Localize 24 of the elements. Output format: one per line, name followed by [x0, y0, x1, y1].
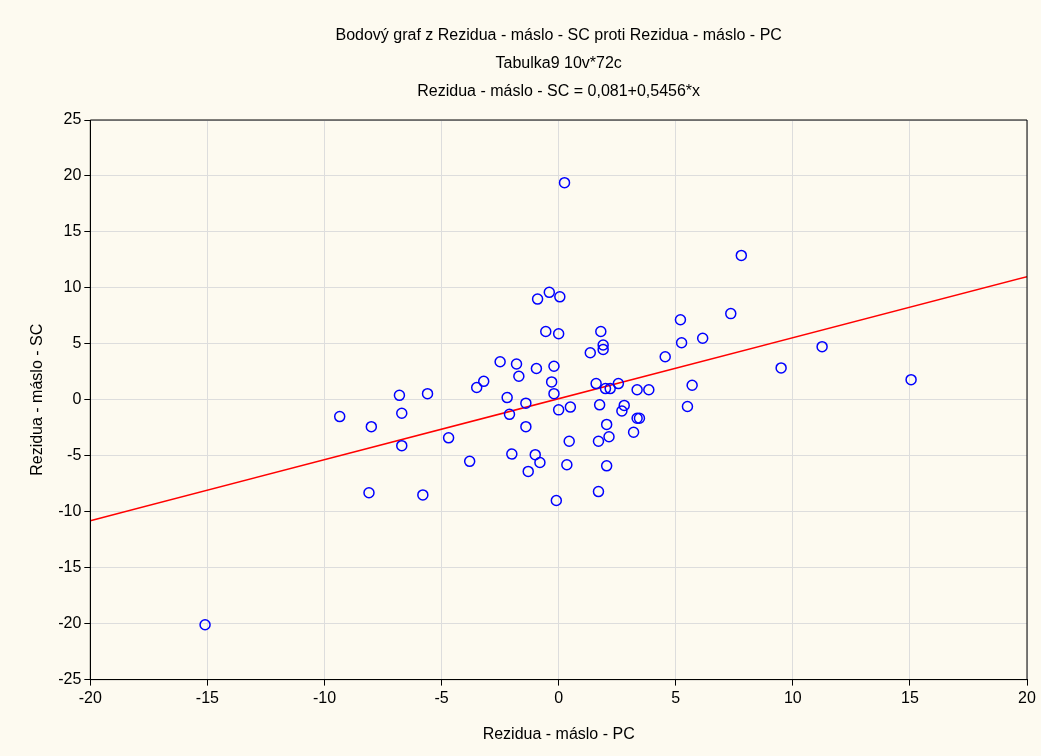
x-tick-label: -10	[312, 688, 337, 706]
y-axis-title: Rezidua - máslo - SC	[28, 323, 46, 476]
x-tick-label: 0	[554, 688, 564, 706]
chart-subtitle: Tabulka9 10v*72c	[495, 54, 622, 72]
x-tick-label: -5	[434, 688, 449, 706]
x-tick-label: 20	[1018, 688, 1036, 706]
x-axis-title: Rezidua - máslo - PC	[482, 724, 635, 742]
y-tick-label: 5	[72, 334, 82, 352]
x-tick-label: -15	[195, 688, 220, 706]
y-tick-label: 25	[63, 110, 82, 128]
y-tick-label: 10	[63, 278, 82, 296]
x-tick-label: 10	[783, 688, 802, 706]
y-tick-label: -5	[67, 446, 82, 464]
text: Rezidua - máslo - SC = 0,081+0,5456*x	[417, 82, 701, 100]
y-tick-label: -20	[58, 614, 82, 632]
x-tick-label: 15	[901, 688, 919, 706]
y-tick-label: 20	[63, 166, 82, 184]
chart-title: Bodový graf z Rezidua - máslo - SC proti Rezidua - máslo - PC	[335, 26, 782, 44]
y-tick-label: 15	[63, 222, 82, 240]
y-tick-label: -15	[58, 558, 82, 576]
x-tick-label: 5	[671, 688, 681, 706]
y-tick-label: -10	[58, 502, 82, 520]
y-tick-label: 0	[72, 390, 82, 408]
y-tick-label: -25	[58, 670, 82, 688]
